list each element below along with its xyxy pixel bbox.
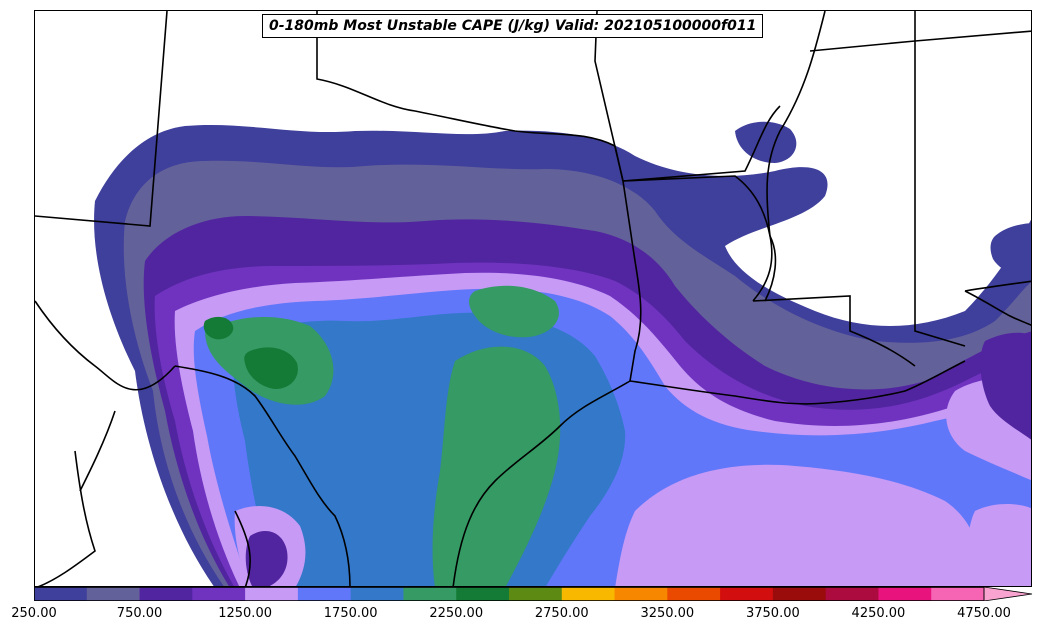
coast-louisiana [629,360,966,405]
colorbar-segment [139,587,193,601]
colorbar-segment [245,587,299,601]
colorbar-tick-label: 4750.00 [957,606,1011,621]
border-ar-top [622,105,781,182]
colorbar-segment [720,587,774,601]
colorbar-tick-label: 750.00 [116,606,163,621]
border-mexico-chihuahua [79,410,116,492]
colorbar-segment [825,587,879,601]
geographic-borders [35,11,1031,586]
colorbar-segment [931,587,985,601]
colorbar-tick-label: 1750.00 [323,606,378,621]
border-mexico-inner [35,300,176,391]
colorbar [34,587,1033,601]
cape-map [35,11,1031,586]
border-coahuila [234,510,251,586]
border-al-top [809,30,1031,52]
cape-contour-2000-east [432,346,561,586]
colorbar-tick-label: 3750.00 [745,606,800,621]
colorbar-tick-label: 4250.00 [851,606,906,621]
colorbar-segment [297,587,352,601]
cape-contour-2000-coast [469,285,559,338]
border-ok-panhandle [316,11,624,182]
map-panel [34,10,1032,587]
border-la-ms-east [764,235,777,302]
cape-gulf-patch [615,464,979,586]
colorbar-segment [561,587,616,601]
border-al-fl [964,280,1031,292]
cape-contour-ms-blob [735,121,797,163]
coast-texas [452,380,631,586]
colorbar-outline [34,587,985,601]
colorbar-tick-label: 3250.00 [640,606,695,621]
cape-contour-se-lavender [965,504,1031,586]
border-tx-sabine [622,180,642,382]
colorbar-segment [614,587,668,601]
colorbar-segment [772,587,827,601]
cape-contour-east-purple [980,332,1031,440]
colorbar-segment [878,587,932,601]
border-rio-grande [174,365,351,586]
border-ar-ms [752,295,916,367]
colorbar-segment [509,587,563,601]
map-title: 0-180mb Most Unstable CAPE (J/kg) Valid:… [262,14,764,38]
colorbar-tick-label: 1250.00 [218,606,272,621]
colorbar-segment [192,587,246,601]
colorbar-tick-label: 2250.00 [429,606,484,621]
cape-contour-fl-blob [990,223,1031,281]
colorbar-segment [86,587,141,601]
colorbar-segment [456,587,510,601]
border-mexico-south [37,450,96,586]
colorbar-segment [667,587,721,601]
coast-florida [964,290,1031,326]
border-nm-tx-north [35,11,168,227]
cape-contour-mexico-purple [245,531,288,586]
border-ms-al [914,11,966,347]
colorbar-segment [350,587,404,601]
cape-fill-layer [94,121,1031,586]
cape-contour-2250 [244,347,298,389]
border-ms-river [766,11,826,237]
colorbar-tick-label: 250.00 [11,606,57,621]
colorbar-extend-arrow [983,587,1033,601]
cape-contour-2250b [203,316,234,340]
colorbar-segment [403,587,457,601]
colorbar-segment [34,587,88,601]
colorbar-tick-label: 2750.00 [534,606,589,621]
